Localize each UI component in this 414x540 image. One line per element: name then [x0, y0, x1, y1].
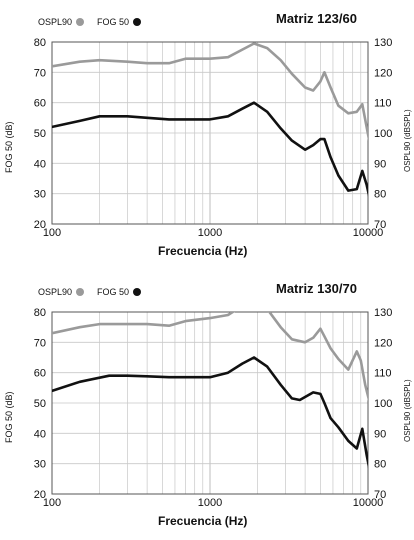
x-tick-label: 10000	[353, 227, 384, 239]
x-tick-label: 100	[43, 227, 61, 239]
plot-frame	[51, 311, 369, 495]
y-tick-label-right: 120	[374, 337, 392, 349]
y-tick-label-right: 80	[374, 189, 386, 201]
series-line-fog50	[52, 356, 368, 469]
y-tick-label-left: 60	[34, 98, 46, 110]
legend-swatch-fog50	[133, 18, 142, 26]
x-tick-label: 1000	[198, 227, 222, 239]
y-tick-label-right: 90	[374, 428, 386, 440]
x-tick-label: 10000	[353, 497, 384, 509]
y-axis-left-label: FOG 50 (dB)	[4, 391, 14, 443]
y-tick-label-right: 70	[374, 489, 386, 501]
y-tick-label-left: 50	[34, 398, 46, 410]
legend-item-ospl90: OSPL90	[38, 287, 85, 297]
y-axis-left-label: FOG 50 (dB)	[4, 121, 14, 173]
y-tick-label-right: 70	[374, 219, 386, 231]
y-tick-label-right: 110	[374, 98, 392, 110]
y-tick-label-right: 100	[374, 398, 392, 410]
series-line-fog50	[52, 101, 368, 197]
legend-item-fog50: FOG 50	[97, 17, 142, 27]
y-tick-label-left: 80	[34, 37, 46, 49]
y-tick-label-left: 30	[34, 459, 46, 471]
legend-item-fog50: FOG 50	[97, 287, 142, 297]
y-tick-label-right: 130	[374, 37, 392, 49]
y-tick-label-right: 80	[374, 459, 386, 471]
y-tick-label-right: 130	[374, 307, 392, 319]
y-tick-label-right: 90	[374, 158, 386, 170]
legend-swatch-ospl90	[76, 18, 85, 26]
y-axis-right-label: OSPL90 (dBSPL)	[403, 109, 412, 172]
series-line-ospl90	[52, 312, 368, 402]
y-tick-label-left: 20	[34, 489, 46, 501]
y-tick-label-left: 30	[34, 189, 46, 201]
chart-title: Matriz 123/60	[276, 11, 357, 26]
x-tick-label: 1000	[198, 497, 222, 509]
y-tick-label-left: 40	[34, 158, 46, 170]
y-tick-label-left: 40	[34, 428, 46, 440]
y-tick-label-left: 70	[34, 337, 46, 349]
x-tick-label: 100	[43, 497, 61, 509]
y-tick-label-right: 100	[374, 128, 392, 140]
y-tick-label-left: 60	[34, 368, 46, 380]
y-tick-label-left: 50	[34, 128, 46, 140]
chart-plot-1: 80 70 60 50 40 30 20 130 120 110 100 90 80 70 100 1000 1…	[34, 37, 393, 239]
x-axis-label: Frecuencia (Hz)	[158, 244, 248, 258]
x-axis-label: Frecuencia (Hz)	[158, 514, 248, 528]
y-tick-label-right: 110	[374, 368, 392, 380]
legend-swatch-ospl90	[76, 288, 85, 296]
y-tick-label-left: 70	[34, 67, 46, 79]
legend-swatch-fog50	[133, 288, 142, 296]
chart-panel-2: 80 70 60 50 40 30 20 130 120 110 100 90 80 70 100 1000 1…	[0, 270, 414, 540]
y-axis-right-label: OSPL90 (dBSPL)	[403, 379, 412, 442]
y-tick-label-left: 80	[34, 307, 46, 319]
y-tick-label-right: 120	[374, 67, 392, 79]
chart-panel-1: 80 70 60 50 40 30 20 130 120 110 100 90 80 70 100 1000 1…	[4, 11, 412, 258]
legend-item-ospl90: OSPL90	[38, 17, 85, 27]
series-line-ospl90	[52, 42, 368, 141]
chart-title: Matriz 130/70	[276, 281, 357, 296]
legend-label-ospl90: OSPL90	[38, 17, 73, 27]
y-tick-label-left: 20	[34, 219, 46, 231]
chart-plot-2: 80 70 60 50 40 30 20 130 120 110 100 90 80 70 100 1000 1…	[34, 307, 393, 509]
legend-label-fog50: FOG 50	[97, 287, 130, 297]
legend-label-fog50: FOG 50	[97, 17, 130, 27]
legend-label-ospl90: OSPL90	[38, 287, 73, 297]
